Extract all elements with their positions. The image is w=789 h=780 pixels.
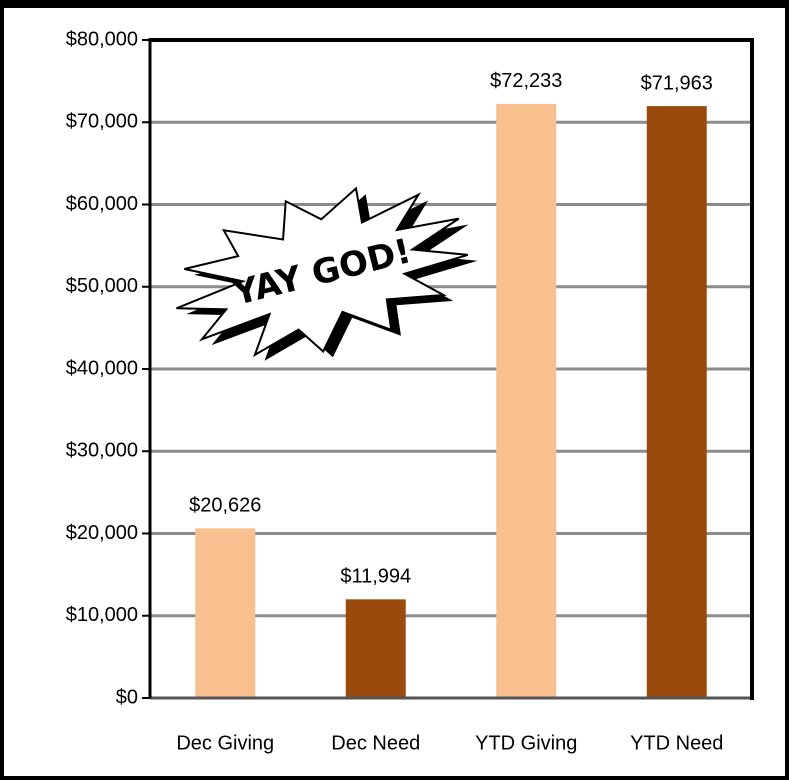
bar — [647, 106, 707, 698]
y-tick-label: $10,000 — [66, 604, 138, 626]
y-tick-label: $70,000 — [66, 111, 138, 133]
y-tick-label: $50,000 — [66, 275, 138, 297]
page: {"chart_data": {"type": "bar", "categori… — [0, 0, 789, 780]
x-tick-label: Dec Giving — [176, 732, 274, 754]
title-band — [0, 0, 789, 8]
x-tick-label: Dec Need — [331, 732, 420, 754]
y-tick-label: $60,000 — [66, 193, 138, 215]
bar — [496, 104, 556, 698]
y-tick-label: $30,000 — [66, 440, 138, 462]
y-tick-label: $80,000 — [66, 28, 138, 50]
data-label: $72,233 — [490, 70, 562, 92]
data-label: $71,963 — [641, 72, 713, 94]
x-tick-label: YTD Giving — [475, 732, 577, 754]
data-label: $11,994 — [340, 566, 411, 588]
y-tick-label: $40,000 — [66, 357, 138, 379]
chart: $0 $10,000 $20,000 $30,000 $40,000 $50,000 $60… — [0, 0, 789, 780]
y-tick-label: $20,000 — [66, 522, 138, 544]
y-tick-label: $0 — [116, 686, 138, 708]
bar — [195, 528, 255, 698]
starburst: YAY GOD! — [158, 160, 492, 391]
data-label: $20,626 — [189, 495, 261, 517]
x-tick-label: YTD Need — [630, 732, 723, 754]
plot-area: $0 $10,000 $20,000 $30,000 $40,000 $50,000 $60… — [66, 28, 754, 754]
bar — [346, 599, 406, 698]
